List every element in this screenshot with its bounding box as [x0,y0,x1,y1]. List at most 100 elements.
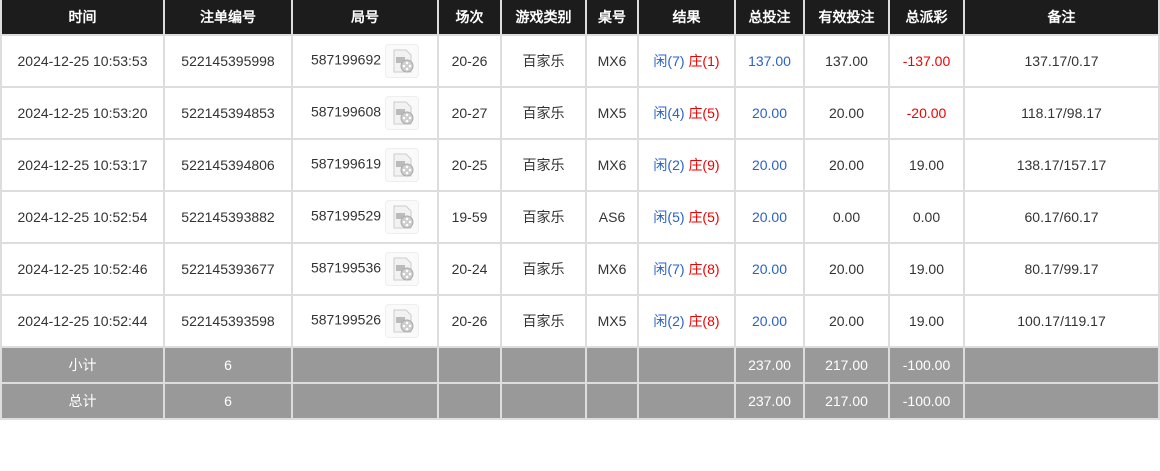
payout-cell: -20.00 [888,86,965,140]
game-type-cell: 百家乐 [500,294,587,348]
order-id-cell: 522145393882 [163,190,293,244]
valid-bet-cell: 20.00 [803,242,890,296]
session-cell: 19-59 [437,190,502,244]
total-bet-cell: 20.00 [734,294,805,348]
result-cell: 闲(2) 庄(8) [637,294,736,348]
game-type-cell: 百家乐 [500,190,587,244]
table-row: 2024-12-25 10:53:20 522145394853 5871996… [0,86,1160,140]
order-id-cell: 522145395998 [163,34,293,88]
column-header: 结果 [637,0,736,36]
column-header: 局号 [291,0,439,36]
column-header: 总投注 [734,0,805,36]
round-cell: 587199608 [291,86,439,140]
session-cell: 20-25 [437,138,502,192]
summary-total-bet: 237.00 [734,382,805,420]
player-result: 闲(7) [653,53,685,69]
total-bet-cell: 20.00 [734,190,805,244]
payout-cell: 19.00 [888,242,965,296]
payout-cell: 19.00 [888,294,965,348]
summary-payout: -100.00 [888,346,965,384]
payout-cell: -137.00 [888,34,965,88]
table-no-cell: MX5 [585,86,639,140]
player-result: 闲(5) [653,209,685,225]
banker-result: 庄(8) [688,313,720,329]
player-result: 闲(7) [653,261,685,277]
summary-count: 6 [163,346,293,384]
table-row: 2024-12-25 10:53:53 522145395998 5871996… [0,34,1160,88]
time-cell: 2024-12-25 10:53:53 [0,34,165,88]
round-id: 587199692 [310,51,382,68]
round-cell: 587199619 [291,138,439,192]
banker-result: 庄(5) [688,209,720,225]
summary-valid-bet: 217.00 [803,346,890,384]
note-cell: 80.17/99.17 [963,242,1160,296]
summary-row: 小计 6 237.00 217.00 -100.00 [0,346,1160,384]
table-header: 时间 注单编号 局号 场次 游戏类别 桌号 结果 总投注 有效投注 总派彩 备注 [0,0,1160,36]
note-cell: 60.17/60.17 [963,190,1160,244]
time-cell: 2024-12-25 10:52:44 [0,294,165,348]
valid-bet-cell: 20.00 [803,86,890,140]
table-no-cell: MX5 [585,294,639,348]
time-cell: 2024-12-25 10:52:54 [0,190,165,244]
total-bet-cell: 20.00 [734,138,805,192]
video-replay-icon[interactable] [385,96,420,130]
column-header: 时间 [0,0,165,36]
valid-bet-cell: 20.00 [803,294,890,348]
bet-records-table: 时间 注单编号 局号 场次 游戏类别 桌号 结果 总投注 有效投注 总派彩 备注 2024-12-2… [0,0,1160,420]
round-id: 587199529 [310,207,382,224]
banker-result: 庄(5) [688,105,720,121]
order-id-cell: 522145393598 [163,294,293,348]
note-cell: 118.17/98.17 [963,86,1160,140]
column-header: 有效投注 [803,0,890,36]
video-replay-icon[interactable] [385,200,420,234]
round-cell: 587199692 [291,34,439,88]
total-bet-cell: 20.00 [734,242,805,296]
payout-cell: 19.00 [888,138,965,192]
round-cell: 587199536 [291,242,439,296]
round-cell: 587199526 [291,294,439,348]
table-row: 2024-12-25 10:52:44 522145393598 5871995… [0,294,1160,348]
video-replay-icon[interactable] [385,252,420,286]
time-cell: 2024-12-25 10:52:46 [0,242,165,296]
banker-result: 庄(9) [688,157,720,173]
time-cell: 2024-12-25 10:53:20 [0,86,165,140]
game-type-cell: 百家乐 [500,242,587,296]
result-cell: 闲(2) 庄(9) [637,138,736,192]
result-cell: 闲(7) 庄(8) [637,242,736,296]
total-bet-cell: 20.00 [734,86,805,140]
player-result: 闲(4) [653,105,685,121]
video-replay-icon[interactable] [385,44,420,78]
summary-total-bet: 237.00 [734,346,805,384]
summary-count: 6 [163,382,293,420]
game-type-cell: 百家乐 [500,138,587,192]
video-replay-icon[interactable] [385,304,420,338]
round-id: 587199619 [310,155,382,172]
session-cell: 20-24 [437,242,502,296]
session-cell: 20-26 [437,34,502,88]
player-result: 闲(2) [653,157,685,173]
table-row: 2024-12-25 10:52:54 522145393882 5871995… [0,190,1160,244]
video-replay-icon[interactable] [385,148,420,182]
total-bet-cell: 137.00 [734,34,805,88]
time-cell: 2024-12-25 10:53:17 [0,138,165,192]
game-type-cell: 百家乐 [500,86,587,140]
session-cell: 20-26 [437,294,502,348]
round-id: 587199526 [310,311,382,328]
order-id-cell: 522145393677 [163,242,293,296]
table-no-cell: MX6 [585,138,639,192]
valid-bet-cell: 0.00 [803,190,890,244]
note-cell: 138.17/157.17 [963,138,1160,192]
order-id-cell: 522145394806 [163,138,293,192]
banker-result: 庄(1) [688,53,720,69]
table-no-cell: MX6 [585,242,639,296]
summary-valid-bet: 217.00 [803,382,890,420]
summary-row: 总计 6 237.00 217.00 -100.00 [0,382,1160,420]
column-header: 注单编号 [163,0,293,36]
column-header: 备注 [963,0,1160,36]
note-cell: 100.17/119.17 [963,294,1160,348]
table-row: 2024-12-25 10:53:17 522145394806 5871996… [0,138,1160,192]
game-type-cell: 百家乐 [500,34,587,88]
order-id-cell: 522145394853 [163,86,293,140]
result-cell: 闲(5) 庄(5) [637,190,736,244]
round-id: 587199608 [310,103,382,120]
